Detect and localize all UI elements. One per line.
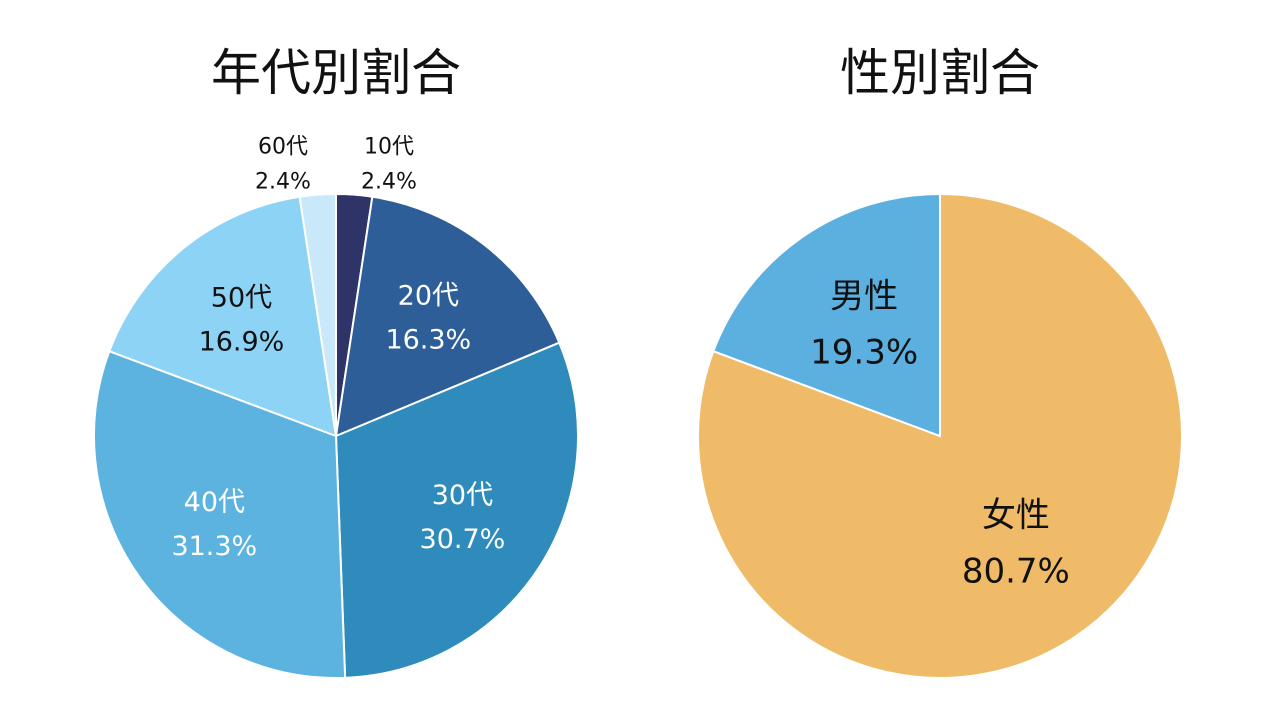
age-slice-2 (334, 341, 579, 679)
age-slice-value-4: 16.9% (199, 326, 285, 357)
gender-slice-value-1: 19.3% (810, 333, 918, 373)
age-slice-label-0: 10代 2.4% (361, 135, 417, 195)
age-chart-title: 年代別割合 (211, 44, 461, 102)
gender-pie: 女性 80.7% 男性 19.3% (697, 192, 1183, 679)
age-slice-value-5: 2.4% (255, 170, 311, 195)
age-slice-name-3: 40代 (184, 487, 245, 518)
age-slice-4 (108, 195, 338, 438)
age-slice-value-0: 2.4% (361, 170, 417, 195)
age-slice-1 (334, 195, 561, 438)
age-slice-3 (93, 349, 347, 679)
gender-slice-name-1: 男性 (830, 277, 898, 317)
age-slice-name-2: 30代 (432, 480, 493, 511)
age-slice-value-3: 31.3% (171, 531, 257, 562)
age-slice-name-0: 10代 (364, 135, 414, 160)
age-slice-label-4: 50代 16.9% (199, 282, 285, 357)
gender-chart-title: 性別割合 (840, 44, 1040, 102)
gender-slice-label-1: 男性 19.3% (810, 277, 918, 373)
age-slice-label-5: 60代 2.4% (255, 135, 311, 195)
age-pie: 10代 2.4% 20代 16.3% 30代 30.7% 40代 31.3% 50代 16.9% 6… (93, 135, 579, 679)
gender-slice-name-0: 女性 (982, 495, 1050, 535)
age-slice-name-4: 50代 (211, 282, 272, 313)
age-slice-5 (298, 192, 337, 437)
age-slice-name-5: 60代 (258, 135, 308, 160)
age-slice-label-3: 40代 31.3% (171, 487, 257, 562)
age-slice-value-1: 16.3% (385, 325, 471, 356)
gender-slice-1 (712, 192, 941, 438)
age-slice-label-1: 20代 16.3% (385, 281, 471, 356)
age-slice-value-2: 30.7% (420, 524, 506, 555)
gender-slice-label-0: 女性 80.7% (962, 495, 1070, 591)
age-slice-label-2: 30代 30.7% (420, 480, 506, 555)
age-slice-name-1: 20代 (398, 281, 459, 312)
gender-slice-value-0: 80.7% (962, 551, 1070, 591)
